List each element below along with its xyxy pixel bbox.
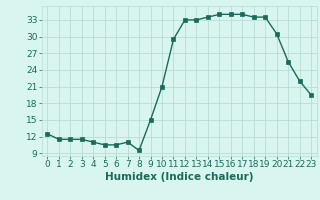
X-axis label: Humidex (Indice chaleur): Humidex (Indice chaleur) bbox=[105, 172, 253, 182]
